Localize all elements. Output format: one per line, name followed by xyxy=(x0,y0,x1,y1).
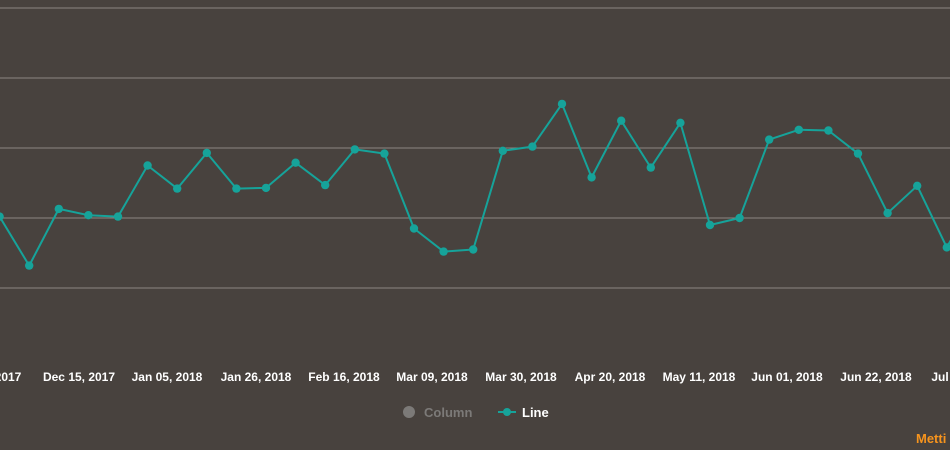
data-point[interactable] xyxy=(321,180,330,190)
line-series[interactable] xyxy=(0,16,950,267)
legend-marker-line xyxy=(503,408,511,416)
data-point[interactable] xyxy=(794,125,803,134)
data-point[interactable] xyxy=(705,220,715,230)
data-point[interactable] xyxy=(883,208,892,218)
data-point[interactable] xyxy=(498,146,507,155)
data-point[interactable] xyxy=(54,204,63,214)
data-point[interactable] xyxy=(824,126,833,135)
x-tick-label: Apr 20, 2018 xyxy=(575,370,646,384)
x-tick-label: Dec 15, 2017 xyxy=(43,370,115,384)
legend-item-column[interactable]: Column xyxy=(403,405,472,420)
data-point[interactable] xyxy=(143,161,152,170)
x-tick-label: Jun 01, 2018 xyxy=(751,370,823,384)
data-points[interactable] xyxy=(0,12,950,270)
data-point[interactable] xyxy=(84,211,93,220)
data-point[interactable] xyxy=(942,243,950,252)
x-tick-label: 2017 xyxy=(0,370,22,384)
x-tick-label: Feb 16, 2018 xyxy=(308,370,380,384)
data-point[interactable] xyxy=(557,99,567,109)
data-point[interactable] xyxy=(913,181,922,190)
data-point[interactable] xyxy=(676,118,685,128)
data-point[interactable] xyxy=(765,135,774,144)
data-point[interactable] xyxy=(25,261,34,270)
grid-lines xyxy=(0,7,950,289)
data-point[interactable] xyxy=(735,213,744,223)
x-tick-label: Mar 09, 2018 xyxy=(396,370,468,384)
x-tick-label: May 11, 2018 xyxy=(663,370,736,384)
data-point[interactable] xyxy=(350,145,359,154)
data-point[interactable] xyxy=(646,163,655,172)
data-point[interactable] xyxy=(439,247,448,256)
data-point[interactable] xyxy=(587,173,596,182)
data-point[interactable] xyxy=(113,212,123,221)
data-point[interactable] xyxy=(232,184,241,193)
legend-item-line[interactable]: Line xyxy=(498,405,549,420)
data-point[interactable] xyxy=(173,184,182,193)
data-point[interactable] xyxy=(853,149,863,158)
x-tick-label: Mar 30, 2018 xyxy=(485,370,557,384)
legend-label-column: Column xyxy=(424,405,472,420)
legend: Column Line xyxy=(403,405,549,420)
x-tick-label: Jun 22, 2018 xyxy=(840,370,912,384)
credit-link[interactable]: Metti xyxy=(916,431,946,446)
data-point[interactable] xyxy=(261,183,271,193)
data-point[interactable] xyxy=(409,224,419,233)
legend-marker-column xyxy=(403,406,415,418)
data-point[interactable] xyxy=(202,148,211,158)
data-point[interactable] xyxy=(0,212,4,221)
x-tick-label: Jan 05, 2018 xyxy=(132,370,203,384)
x-tick-label: Jul xyxy=(931,370,948,384)
data-point[interactable] xyxy=(380,149,389,158)
x-tick-label: Jan 26, 2018 xyxy=(221,370,292,384)
data-point[interactable] xyxy=(617,116,626,125)
series-line-path[interactable] xyxy=(0,16,950,267)
data-point[interactable] xyxy=(291,158,300,167)
data-point[interactable] xyxy=(469,245,478,254)
x-axis-ticks: 2017 Dec 15, 2017 Jan 05, 2018 Jan 26, 2018… xyxy=(0,370,949,384)
legend-label-line: Line xyxy=(522,405,549,420)
data-point[interactable] xyxy=(528,142,537,151)
